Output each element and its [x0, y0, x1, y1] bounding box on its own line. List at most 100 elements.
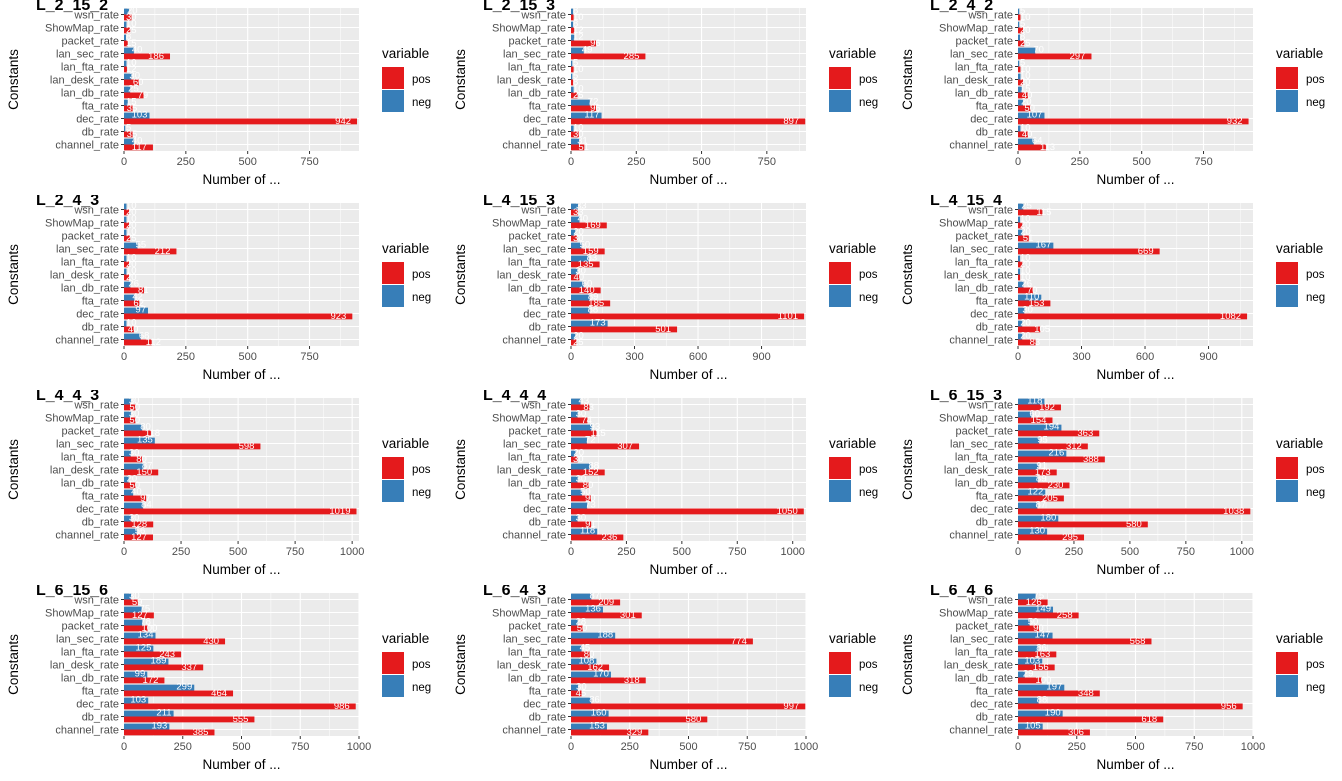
data-label-neg: 118 — [580, 526, 595, 537]
bar-pos — [1018, 404, 1061, 411]
data-label-pos: 464 — [211, 688, 227, 699]
data-label-pos: 669 — [1138, 246, 1154, 257]
data-label-pos: 580 — [1126, 519, 1142, 530]
bar-neg — [1018, 684, 1065, 691]
bar-pos — [1018, 261, 1023, 268]
data-label-neg: 30 — [576, 409, 587, 420]
data-label-neg: 30 — [576, 474, 587, 485]
y-tick-label: wsn_rate — [73, 10, 119, 22]
bar-neg — [124, 333, 141, 340]
bar-neg — [571, 229, 576, 236]
y-tick-label: wsn_rate — [73, 400, 119, 412]
legend-key-neg — [1276, 480, 1298, 502]
bar-pos — [1018, 79, 1023, 86]
data-label-neg: 5 — [573, 71, 578, 82]
data-label-neg: 95 — [1037, 435, 1048, 446]
data-label-pos: 140 — [579, 285, 595, 296]
bar-pos — [1018, 651, 1057, 658]
y-tick-label: packet_rate — [62, 36, 119, 48]
legend-label-neg: neg — [412, 682, 431, 694]
bar-pos — [1018, 131, 1028, 138]
y-tick-label: packet_rate — [509, 36, 566, 48]
bar-pos — [124, 261, 129, 268]
bar-pos — [1018, 235, 1029, 242]
x-axis-title: Number of ... — [649, 562, 727, 577]
x-tick-label: 1000 — [780, 546, 804, 558]
data-label-neg: 64 — [1032, 136, 1043, 147]
bar-neg — [124, 112, 150, 119]
x-tick-label: 900 — [1199, 351, 1217, 363]
x-tick-label: 0 — [1015, 546, 1021, 558]
bar-pos — [571, 326, 678, 333]
bar-pos — [124, 443, 261, 450]
chart-svg: 0 250 500 750 1000 wsn_rateShowMap_ratepacket… — [6, 390, 431, 577]
y-tick-label: lan_db_rate — [61, 478, 119, 490]
y-tick-label: wsn_rate — [73, 595, 119, 607]
y-axis-title: Constants — [900, 49, 915, 110]
data-label-neg: 105 — [1025, 721, 1041, 732]
y-tick-label: fta_rate — [529, 491, 566, 503]
y-tick-label: lan_sec_rate — [950, 439, 1013, 451]
y-tick-label: packet_rate — [956, 231, 1013, 243]
data-label-neg: 28 — [576, 617, 587, 628]
bar-pos — [124, 235, 131, 242]
x-tick-label: 0 — [121, 546, 127, 558]
x-axis-title: Number of ... — [1096, 367, 1174, 382]
bar-neg — [1018, 138, 1034, 145]
bar-neg — [571, 307, 590, 314]
data-label-neg: 84 — [141, 500, 152, 511]
bar-pos — [571, 638, 753, 645]
chart-svg: 0 250 500 750 wsn_rateShowMap_ratepacket_rat… — [6, 195, 431, 382]
data-label-pos: 205 — [1042, 493, 1058, 504]
legend-title: variable — [829, 631, 876, 646]
data-label-neg: 80 — [140, 422, 151, 433]
y-tick-label: dec_rate — [523, 504, 566, 516]
x-tick-label: 250 — [621, 741, 639, 753]
bar-pos — [571, 131, 579, 138]
bar-neg — [1018, 203, 1024, 210]
bar-neg — [571, 645, 582, 652]
bar-neg — [124, 268, 127, 275]
data-label-pos: 385 — [193, 727, 209, 738]
bar-neg — [571, 502, 588, 509]
y-tick-label: dec_rate — [76, 309, 119, 321]
y-tick-label: ShowMap_rate — [45, 23, 119, 35]
y-tick-label: channel_rate — [502, 725, 566, 737]
bar-neg — [1018, 73, 1021, 80]
data-label-neg: 5 — [573, 58, 578, 69]
data-label-pos: 20 — [1020, 220, 1031, 231]
data-label-neg: 30 — [129, 71, 140, 82]
bar-neg — [124, 619, 143, 626]
bar-pos — [1018, 469, 1057, 476]
bar-pos — [571, 79, 574, 86]
data-label-pos: 97 — [140, 493, 151, 504]
data-label-neg: 216 — [1048, 448, 1064, 459]
legend-label-pos: pos — [859, 464, 878, 476]
data-label-neg: 60 — [1029, 409, 1040, 420]
bar-pos — [571, 456, 578, 463]
bar-neg — [571, 411, 578, 418]
bar-pos — [571, 66, 574, 73]
data-label-pos: 1082 — [1220, 311, 1241, 322]
legend-title: variable — [1276, 241, 1323, 256]
data-label-pos: 127 — [131, 532, 147, 543]
x-tick-label: 500 — [679, 741, 697, 753]
bar-neg — [571, 697, 592, 704]
x-tick-label: 1000 — [1241, 741, 1265, 753]
x-tick-label: 500 — [229, 546, 247, 558]
bar-neg — [1018, 632, 1053, 639]
data-label-neg: 10 — [126, 214, 137, 225]
x-axis-title: Number of ... — [202, 562, 280, 577]
data-label-neg: 86 — [589, 695, 600, 706]
data-label-neg: 68 — [139, 331, 150, 342]
data-label-neg: 25 — [1021, 201, 1032, 212]
bar-neg — [571, 21, 574, 28]
bar-neg — [571, 125, 574, 132]
y-tick-label: lan_sec_rate — [56, 439, 119, 451]
y-tick-label: fta_rate — [82, 296, 119, 308]
data-label-neg: 78 — [140, 617, 151, 628]
data-label-pos: 51 — [1023, 233, 1034, 244]
data-label-pos: 568 — [1130, 636, 1146, 647]
data-label-pos: 301 — [620, 610, 636, 621]
data-label-pos: 90 — [1033, 623, 1044, 634]
